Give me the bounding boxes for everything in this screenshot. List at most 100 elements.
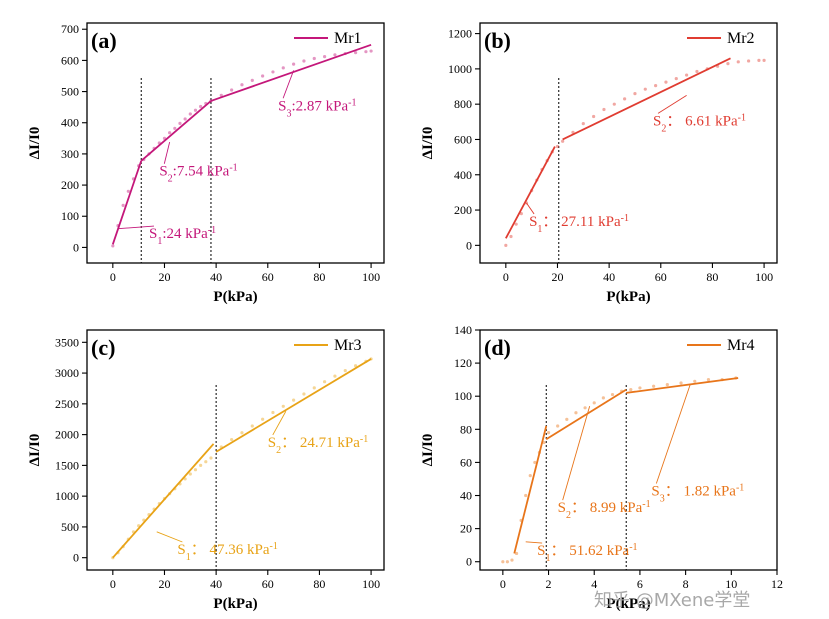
annotation-superscript: -1 [360, 433, 368, 444]
data-point [565, 417, 569, 421]
annotation-value: ： 6.61 kPa [666, 113, 738, 129]
data-point [501, 560, 505, 564]
data-point [178, 121, 182, 125]
fit-line [215, 358, 372, 453]
chart-panels: 0 20 40 60 80 1000100200300400500600700P(kPa)… [27, 22, 783, 612]
data-point [638, 386, 642, 390]
annotation-leader-line [163, 141, 171, 164]
data-point [188, 472, 192, 476]
y-tick-label: 140 [454, 323, 472, 337]
data-point [555, 144, 560, 149]
data-point [533, 460, 537, 465]
chart-panel-3: 0 20 40 60 80 1000500100015002000250030003500… [27, 329, 385, 612]
data-point [323, 55, 327, 59]
data-point [271, 410, 275, 415]
slope-annotation: S1： 27.11 kPa-1 [529, 212, 629, 234]
data-point [121, 203, 125, 207]
fit-line [513, 425, 548, 554]
plot-frame [479, 329, 778, 571]
y-tick-label: 600 [454, 132, 472, 146]
annotation-base: S [537, 543, 545, 559]
data-point [643, 87, 647, 91]
data-point [505, 560, 510, 564]
data-point [757, 58, 761, 63]
annotation-base: S [558, 500, 566, 516]
y-axis-label: ΔI/I0 [420, 434, 436, 467]
data-point [369, 49, 373, 53]
data-point [271, 70, 275, 74]
x-tick-label: 40 [210, 270, 222, 284]
x-tick-label: 60 [655, 270, 667, 284]
y-tick-label: 60 [460, 455, 472, 469]
y-axis-label: ΔI/I0 [27, 127, 43, 160]
data-point [685, 73, 689, 77]
data-point [561, 139, 565, 143]
legend-label: Mr2 [727, 30, 755, 47]
x-tick-label: 6 [637, 577, 643, 591]
x-tick-label: 0 [503, 270, 509, 284]
data-point [302, 392, 306, 396]
y-tick-label: 100 [61, 209, 79, 223]
y-tick-label: 400 [61, 116, 79, 130]
data-point [312, 56, 316, 61]
annotation-leader-line [525, 541, 543, 544]
fit-line [505, 146, 556, 239]
fit-line [562, 57, 731, 141]
annotation-leader-line [562, 406, 591, 501]
data-point [261, 417, 265, 421]
data-point [230, 88, 234, 92]
data-point [654, 84, 658, 88]
annotation-subscript: 3 [660, 493, 665, 504]
annotation-subscript: 1 [545, 553, 550, 564]
x-tick-label: 8 [683, 577, 689, 591]
data-point [504, 243, 508, 247]
chart-panel-2: 0 20 40 60 80 100020040060080010001200P(kPa)Δ… [420, 22, 778, 305]
annotation-value: ： 8.99 kPa [571, 500, 643, 516]
x-tick-label: 20 [158, 270, 170, 284]
data-point [602, 107, 606, 112]
plot-frame [479, 22, 778, 264]
data-point [193, 468, 198, 472]
legend-label: Mr4 [727, 337, 755, 354]
y-tick-label: 120 [454, 356, 472, 370]
y-tick-label: 3500 [55, 335, 79, 349]
annotation-subscript: 1 [157, 236, 162, 247]
panel-label: (a) [91, 28, 117, 53]
x-axis-label: P(kPa) [606, 596, 650, 612]
x-tick-label: 80 [313, 577, 325, 591]
chart-panel-1: 0 20 40 60 80 100 0 100 200 300 400 500 600 700 P(kPa)… [27, 22, 385, 305]
data-point [111, 244, 115, 248]
data-point [281, 404, 285, 408]
annotation-subscript: 2 [661, 123, 666, 134]
data-point [546, 431, 551, 435]
data-point [746, 59, 751, 63]
y-tick-label: 0 [466, 555, 472, 569]
annotation-value: ： 1.82 kPa [665, 484, 737, 500]
data-point [173, 126, 177, 130]
y-axis-label: ΔI/I0 [27, 434, 43, 467]
data-point [581, 121, 585, 126]
data-point [250, 424, 254, 428]
annotation-superscript: -1 [348, 97, 356, 108]
data-point [693, 379, 697, 383]
x-tick-label: 0 [500, 577, 506, 591]
data-point [524, 493, 528, 498]
annotation-base: S [529, 214, 537, 230]
slope-annotation: S1： 51.62 kPa-1 [537, 542, 637, 564]
y-tick-label: 3000 [55, 366, 79, 380]
y-tick-label: 40 [460, 489, 472, 503]
slope-annotation: S1： 47.36 kPa-1 [177, 541, 277, 563]
annotation-value: :7.54 kPa [173, 164, 230, 180]
annotation-leader-line [272, 411, 287, 436]
slope-annotation: S2： 8.99 kPa-1 [558, 499, 651, 521]
annotation-subscript: 2 [566, 510, 571, 521]
x-tick-label: 40 [210, 577, 222, 591]
data-point [574, 411, 578, 415]
data-point [353, 51, 358, 55]
data-point [510, 558, 514, 562]
annotation-value: :2.87 kPa [291, 98, 348, 114]
annotation-superscript: -1 [621, 212, 629, 223]
panel-label: (d) [484, 335, 511, 360]
data-point [312, 386, 316, 390]
data-point [610, 392, 615, 397]
